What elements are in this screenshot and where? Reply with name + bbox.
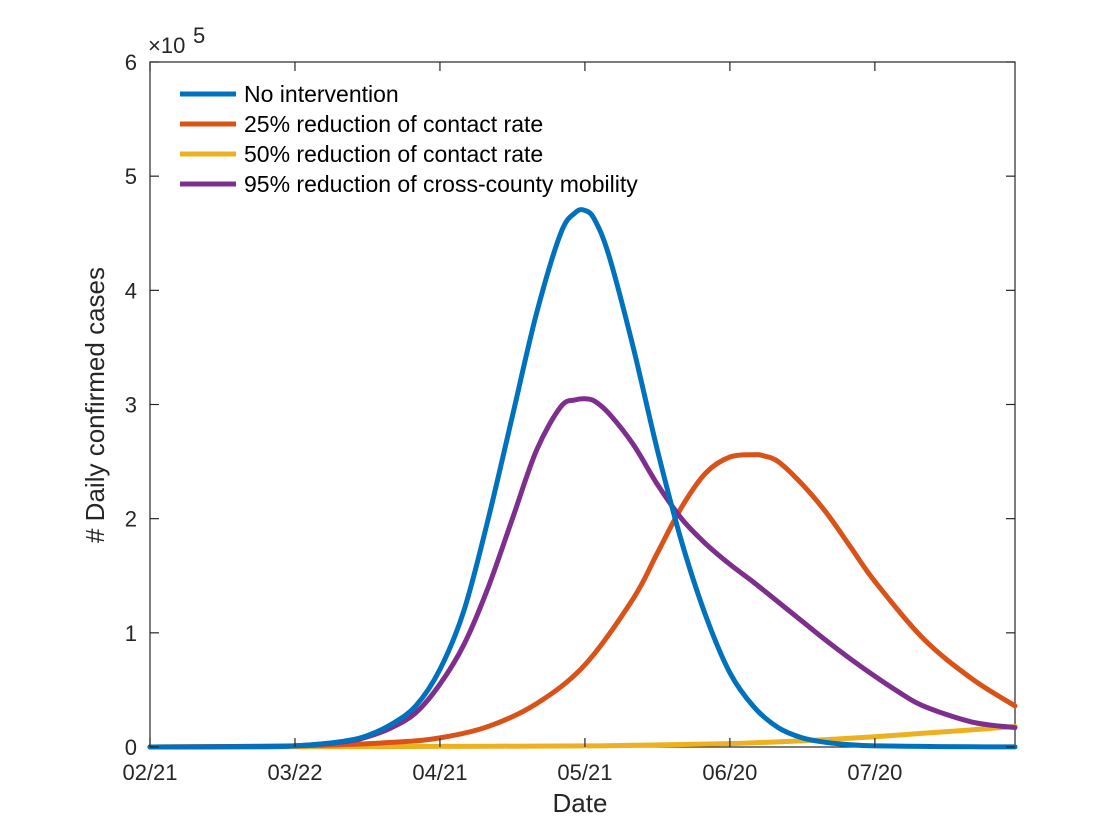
y-tick-label: 3 [125,393,137,418]
series-line-no-intervention [147,207,1018,750]
y-tick-label: 6 [125,50,137,75]
y-axis-label: # Daily confirmed cases [80,267,110,543]
series-line-50-reduction-of-contact-rate [147,723,1018,750]
x-tick-label: 07/20 [847,760,902,785]
plot-area [149,61,1016,748]
y-tick-label: 0 [125,735,137,760]
legend-label-95-reduction-of-cross-county-mobility: 95% reduction of cross-county mobility [244,171,638,197]
y-tick-label: 4 [125,278,137,303]
y-exponent-power: 5 [193,23,205,48]
y-exponent-label: ×10 [148,33,185,58]
series-line-25-reduction-of-contact-rate [147,452,1018,750]
x-tick-label: 03/22 [267,760,322,785]
series-line-95-reduction-of-cross-county-mobility [147,396,1018,750]
y-tick-label: 2 [125,507,137,532]
x-tick-label: 02/21 [122,760,177,785]
ticks-layer: 02/21 03/22 04/21 05/21 06/20 07/20 0 1 2 3 4 5 6 [122,50,1015,785]
x-tick-label: 04/21 [412,760,467,785]
y-tick-label: 1 [125,621,137,646]
plot-frame [149,61,1016,748]
legend-label-no-intervention: No intervention [244,81,399,107]
series-layer [147,207,1018,750]
legend-label-50-reduction-of-contact-rate: 50% reduction of contact rate [244,141,543,167]
legend-label-25-reduction-of-contact-rate: 25% reduction of contact rate [244,111,543,137]
x-tick-label: 06/20 [702,760,757,785]
y-tick-label: 5 [125,164,137,189]
x-tick-label: 05/21 [557,760,612,785]
x-axis-label: Date [553,788,608,818]
legend: No intervention 25% reduction of contact … [180,81,638,197]
